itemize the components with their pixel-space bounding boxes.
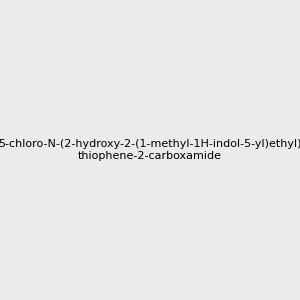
Text: 5-chloro-N-(2-hydroxy-2-(1-methyl-1H-indol-5-yl)ethyl)
thiophene-2-carboxamide: 5-chloro-N-(2-hydroxy-2-(1-methyl-1H-ind… — [0, 139, 300, 161]
